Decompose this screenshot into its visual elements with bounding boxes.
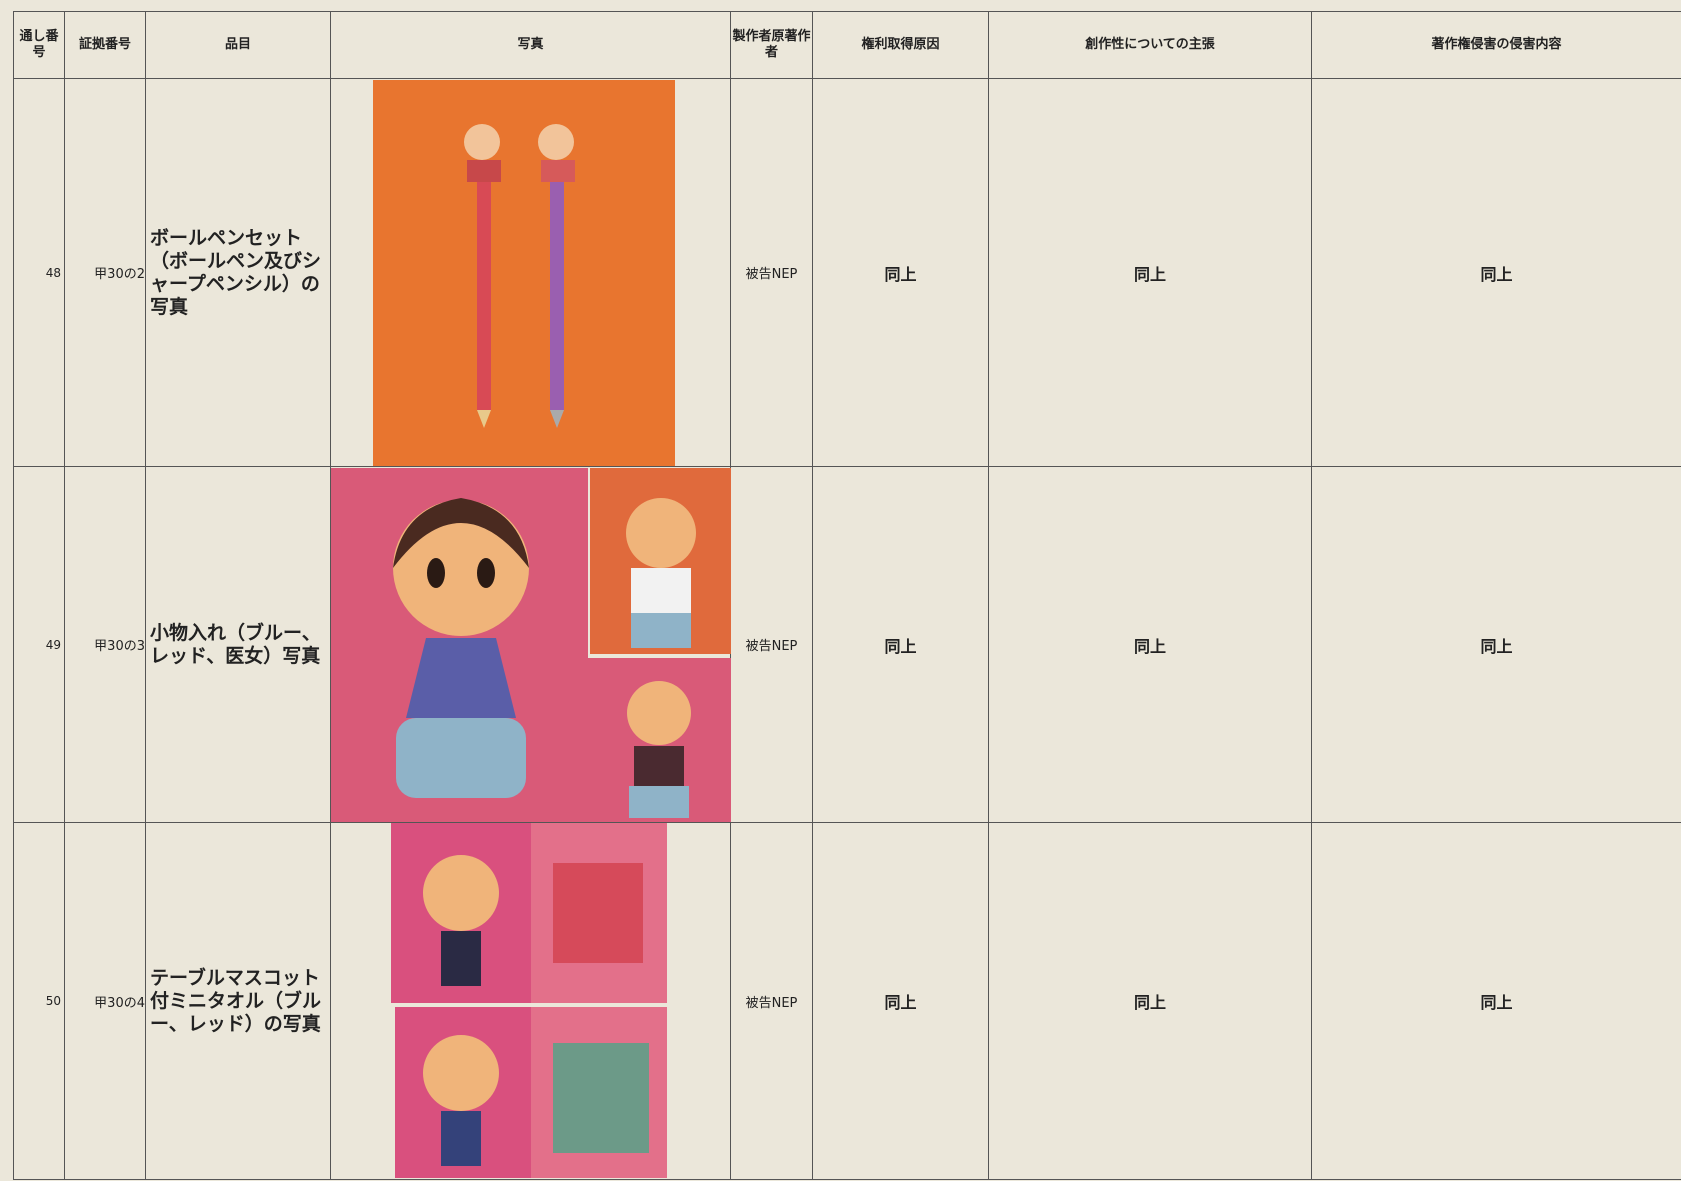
header-cell: 品目 bbox=[145, 11, 331, 79]
item: ボールペンセット（ボールペン及びシャープペンシル）の写真 bbox=[145, 78, 331, 467]
photo bbox=[330, 822, 731, 1180]
originality: 同上 bbox=[988, 78, 1312, 467]
header-cell: 創作性についての主張 bbox=[988, 11, 1312, 79]
evidence-no: 甲30の3 bbox=[64, 466, 146, 823]
evidence-no: 甲30の4 bbox=[64, 822, 146, 1180]
evidence-table: 通し番号 証拠番号 品目 写真 製作者原著作者 権利取得原因 創作性についての主… bbox=[13, 11, 1681, 1180]
photo-image bbox=[331, 467, 731, 822]
creator: 被告NEP bbox=[730, 78, 813, 467]
cause: 同上 bbox=[812, 78, 989, 467]
infringement: 同上 bbox=[1311, 822, 1681, 1180]
item: テーブルマスコット付ミニタオル（ブルー、レッド）の写真 bbox=[145, 822, 331, 1180]
serial: 48 bbox=[13, 78, 65, 467]
row: 50 甲30の4 テーブルマスコット付ミニタオル（ブルー、レッド）の写真 被告N… bbox=[13, 822, 1681, 1180]
header-cell: 写真 bbox=[330, 11, 731, 79]
header-cell: 通し番号 bbox=[13, 11, 65, 79]
creator: 被告NEP bbox=[730, 466, 813, 823]
row: 48 甲30の2 ボールペンセット（ボールペン及びシャープペンシル）の写真 被告… bbox=[13, 78, 1681, 467]
serial: 49 bbox=[13, 466, 65, 823]
serial: 50 bbox=[13, 822, 65, 1180]
row: 49 甲30の3 小物入れ（ブルー、レッド、医女）写真 被告NEP 同上 同上 … bbox=[13, 466, 1681, 823]
header-cell: 製作者原著作者 bbox=[730, 11, 813, 79]
evidence-no: 甲30の2 bbox=[64, 78, 146, 467]
photo bbox=[330, 466, 731, 823]
photo-image bbox=[391, 823, 667, 1178]
infringement: 同上 bbox=[1311, 466, 1681, 823]
header-cell: 権利取得原因 bbox=[812, 11, 989, 79]
cause: 同上 bbox=[812, 466, 989, 823]
item: 小物入れ（ブルー、レッド、医女）写真 bbox=[145, 466, 331, 823]
originality: 同上 bbox=[988, 822, 1312, 1180]
creator: 被告NEP bbox=[730, 822, 813, 1180]
originality: 同上 bbox=[988, 466, 1312, 823]
header-row: 通し番号 証拠番号 品目 写真 製作者原著作者 権利取得原因 創作性についての主… bbox=[13, 11, 1681, 79]
header-cell: 証拠番号 bbox=[64, 11, 146, 79]
header-cell: 著作権侵害の侵害内容 bbox=[1311, 11, 1681, 79]
photo bbox=[330, 78, 731, 467]
cause: 同上 bbox=[812, 822, 989, 1180]
infringement: 同上 bbox=[1311, 78, 1681, 467]
photo-image bbox=[373, 79, 675, 466]
